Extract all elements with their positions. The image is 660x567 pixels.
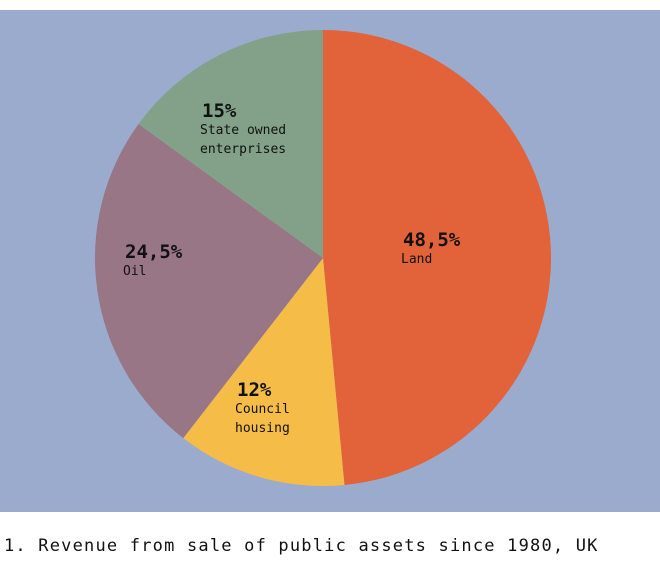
slice-name-label-3-0: State owned [200,123,286,138]
chart-area: 48,5% Land 12% Council housing 24,5% Oil 15% Sta… [0,10,660,512]
slice-value-label-0: 48,5% [403,229,461,251]
pie-slice-0 [323,30,551,485]
slice-name-label-3-1: enterprises [200,142,286,157]
slice-name-label-1-1: housing [235,421,290,436]
pie-slice-1 [183,258,345,486]
slice-name-label-2-0: Oil [123,264,146,279]
figure-caption: 1. Revenue from sale of public assets si… [4,536,599,556]
pie-slice-2 [94,123,323,439]
slice-name-label-0-0: Land [401,252,432,267]
slice-value-label-2: 24,5% [125,241,183,263]
slice-value-label-3: 15% [202,100,237,122]
slice-value-label-1: 12% [237,379,272,401]
pie-chart: 48,5%Land 12%Council housing 24,5%Oil 15%Sta… [94,30,551,486]
pie-slice-3 [138,30,323,258]
slice-name-label-1-0: Council [235,402,290,417]
